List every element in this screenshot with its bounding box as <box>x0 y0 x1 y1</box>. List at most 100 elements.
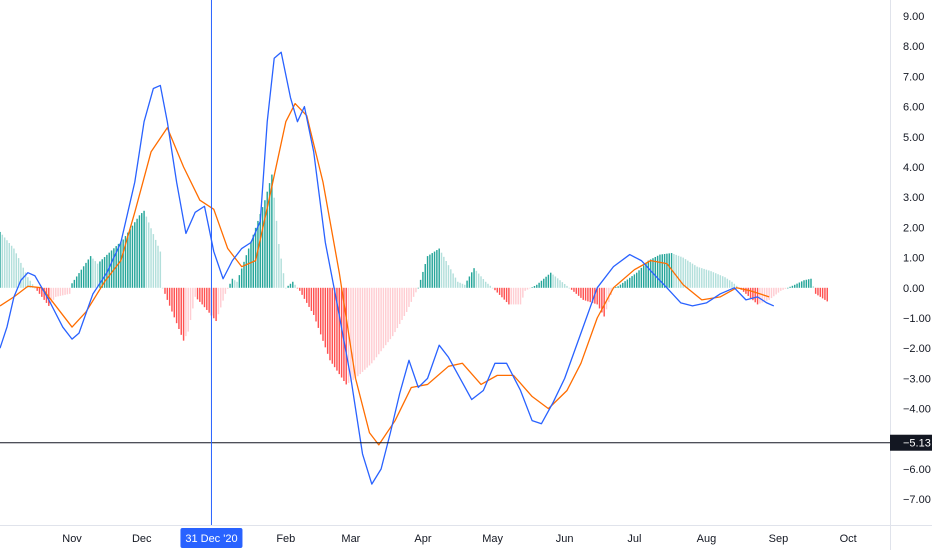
histogram-bar <box>275 220 278 288</box>
histogram-bar <box>538 282 540 288</box>
histogram-bar <box>735 285 738 288</box>
histogram-bar <box>419 279 422 288</box>
histogram-bar <box>447 265 450 288</box>
histogram-bar <box>770 287 773 299</box>
histogram-bar <box>591 287 594 303</box>
histogram-bar <box>308 287 310 307</box>
histogram-bar <box>201 287 203 305</box>
histogram-bar <box>496 287 498 293</box>
x-tick-label: Jul <box>627 533 641 545</box>
histogram-bar <box>656 255 659 288</box>
histogram-bar <box>543 278 545 288</box>
histogram-bar <box>552 274 554 288</box>
histogram-bar <box>638 270 640 288</box>
histogram-bar <box>680 256 682 288</box>
histogram-bar <box>322 287 324 341</box>
histogram-bar <box>433 251 436 288</box>
histogram-bar <box>584 287 587 301</box>
histogram-bar <box>368 287 371 366</box>
histogram-bar <box>233 280 236 288</box>
histogram-bar <box>312 287 315 315</box>
histogram-bar <box>259 214 261 288</box>
histogram-bar <box>1 234 4 288</box>
histogram-bar <box>489 285 492 288</box>
histogram-bar <box>647 260 650 288</box>
histogram-bar <box>66 287 69 295</box>
y-tick-label: 4.00 <box>903 162 924 174</box>
histogram-bar <box>580 287 582 298</box>
x-tick-label: Aug <box>697 533 717 545</box>
histogram-bar <box>633 274 636 288</box>
histogram-bar <box>468 276 471 288</box>
histogram-bar <box>682 257 684 288</box>
histogram-bar <box>208 287 210 313</box>
histogram-bar <box>403 287 406 316</box>
histogram-bar <box>819 287 822 297</box>
histogram-bar <box>29 280 31 288</box>
histogram-bar <box>373 287 375 361</box>
x-tick-label: Nov <box>62 533 82 545</box>
histogram-bar <box>159 251 162 288</box>
histogram-bar <box>701 268 703 288</box>
histogram-bar <box>178 287 180 329</box>
y-tick-label: −1.00 <box>903 313 931 325</box>
histogram-bar <box>13 248 15 288</box>
histogram-bar <box>605 287 608 310</box>
histogram-bar <box>443 256 445 288</box>
histogram-bar <box>57 287 59 297</box>
histogram-bar <box>329 287 331 361</box>
histogram-bar <box>526 287 529 290</box>
histogram-bar <box>387 287 389 343</box>
histogram-bar <box>217 287 220 315</box>
histogram-bar <box>108 252 110 288</box>
histogram-bar <box>566 285 568 288</box>
histogram-bar <box>243 261 245 288</box>
crosshair-date-label-bg <box>180 528 243 548</box>
histogram-bar <box>798 282 801 288</box>
histogram-bar <box>452 273 454 288</box>
histogram-bar <box>371 287 373 364</box>
histogram-bar <box>168 287 171 306</box>
histogram-bar <box>199 287 201 302</box>
histogram-bar <box>577 287 580 296</box>
histogram-bar <box>415 287 417 293</box>
histogram-bar <box>531 287 533 288</box>
histogram-bar <box>62 287 64 296</box>
histogram-bar <box>264 200 266 288</box>
signal-line <box>0 102 770 446</box>
x-tick-label: Mar <box>341 533 360 545</box>
histogram-bar <box>245 255 248 288</box>
histogram-bar <box>715 273 717 288</box>
histogram-bar <box>352 287 354 380</box>
histogram-bar <box>194 287 196 297</box>
histogram-bar <box>582 287 584 300</box>
x-axis[interactable]: Nov Dec Feb Mar Apr May Jun Jul Aug Sep Oct <box>0 525 932 546</box>
histogram-bar <box>589 287 591 303</box>
histogram-bar <box>673 253 675 288</box>
histogram-bar <box>92 258 94 288</box>
histogram-bar <box>601 287 603 313</box>
histogram-bar <box>424 264 426 288</box>
histogram-bar <box>524 287 526 291</box>
histogram-bar <box>229 283 231 288</box>
histogram-bar <box>454 277 457 288</box>
y-tick-label: 7.00 <box>903 71 924 83</box>
histogram-bar <box>635 272 638 288</box>
histogram-bar <box>94 261 96 288</box>
histogram-bar <box>703 268 705 288</box>
histogram-bar <box>122 239 124 288</box>
histogram-bar <box>73 279 76 288</box>
histogram-bar <box>408 287 410 307</box>
plot-area[interactable] <box>0 51 828 485</box>
histogram-bar <box>775 287 777 295</box>
histogram-bar <box>24 272 27 288</box>
histogram-bar <box>501 287 503 298</box>
histogram-bar <box>547 274 550 288</box>
histogram-bar <box>689 262 691 288</box>
y-tick-label: 6.00 <box>903 102 924 114</box>
histogram-bar <box>450 269 452 288</box>
histogram-bar <box>273 197 275 288</box>
histogram-bar <box>247 248 250 288</box>
